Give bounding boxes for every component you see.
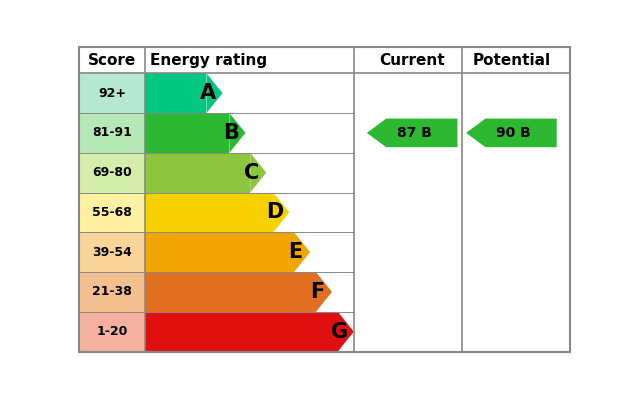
Bar bbox=[79, 113, 146, 153]
Text: D: D bbox=[266, 202, 284, 222]
Bar bbox=[79, 232, 146, 272]
Text: A: A bbox=[200, 83, 216, 103]
Bar bbox=[146, 312, 338, 352]
Text: 69-80: 69-80 bbox=[92, 166, 132, 179]
Text: Potential: Potential bbox=[472, 53, 551, 68]
Polygon shape bbox=[338, 312, 354, 352]
Bar bbox=[79, 153, 146, 192]
Text: 55-68: 55-68 bbox=[92, 206, 132, 219]
Text: B: B bbox=[223, 123, 239, 143]
Text: 1-20: 1-20 bbox=[97, 325, 128, 338]
Text: Score: Score bbox=[88, 53, 136, 68]
Bar bbox=[146, 153, 250, 192]
Bar bbox=[79, 73, 146, 113]
Text: 87 B: 87 B bbox=[397, 126, 432, 140]
Text: Current: Current bbox=[379, 53, 445, 68]
Polygon shape bbox=[273, 192, 289, 232]
Text: E: E bbox=[289, 242, 303, 262]
Bar bbox=[146, 113, 229, 153]
Polygon shape bbox=[316, 272, 332, 312]
Text: 92+: 92+ bbox=[98, 87, 126, 100]
Bar bbox=[79, 192, 146, 232]
Text: G: G bbox=[331, 322, 348, 342]
Bar bbox=[146, 73, 206, 113]
Polygon shape bbox=[466, 118, 557, 147]
Text: F: F bbox=[310, 282, 325, 302]
Text: 39-54: 39-54 bbox=[92, 246, 132, 259]
Bar bbox=[79, 312, 146, 352]
Polygon shape bbox=[206, 73, 222, 113]
Bar bbox=[146, 192, 273, 232]
Bar bbox=[79, 272, 146, 312]
Text: C: C bbox=[244, 163, 260, 182]
Text: 21-38: 21-38 bbox=[92, 286, 132, 298]
Text: 81-91: 81-91 bbox=[92, 126, 132, 139]
Bar bbox=[146, 232, 294, 272]
Text: Energy rating: Energy rating bbox=[150, 53, 267, 68]
Polygon shape bbox=[229, 113, 246, 153]
Bar bbox=[146, 272, 316, 312]
Polygon shape bbox=[250, 153, 266, 192]
Text: 90 B: 90 B bbox=[496, 126, 530, 140]
Polygon shape bbox=[367, 118, 458, 147]
Polygon shape bbox=[294, 232, 310, 272]
